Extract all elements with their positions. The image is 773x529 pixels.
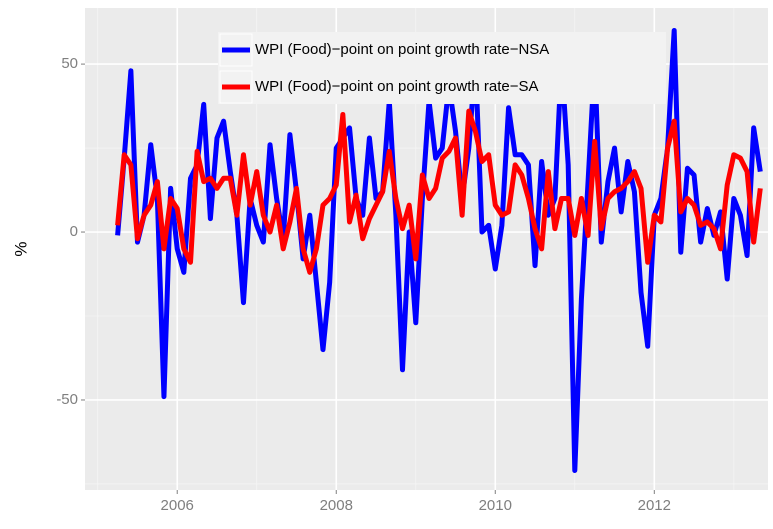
y-tick-label: -50: [56, 391, 78, 408]
x-tick-label: 2008: [320, 497, 353, 514]
legend-label: WPI (Food)−point on point growth rate−NS…: [255, 41, 549, 58]
legend-label: WPI (Food)−point on point growth rate−SA: [255, 78, 538, 95]
x-tick-label: 2006: [161, 497, 194, 514]
y-axis-label: %: [11, 241, 30, 256]
x-tick-label: 2012: [638, 497, 671, 514]
legend: WPI (Food)−point on point growth rate−NS…: [218, 32, 666, 104]
y-tick-label: 50: [61, 55, 78, 72]
y-tick-label: 0: [70, 223, 78, 240]
series-line: [115, 108, 763, 275]
x-tick-label: 2010: [479, 497, 512, 514]
legend-box: [218, 32, 666, 104]
